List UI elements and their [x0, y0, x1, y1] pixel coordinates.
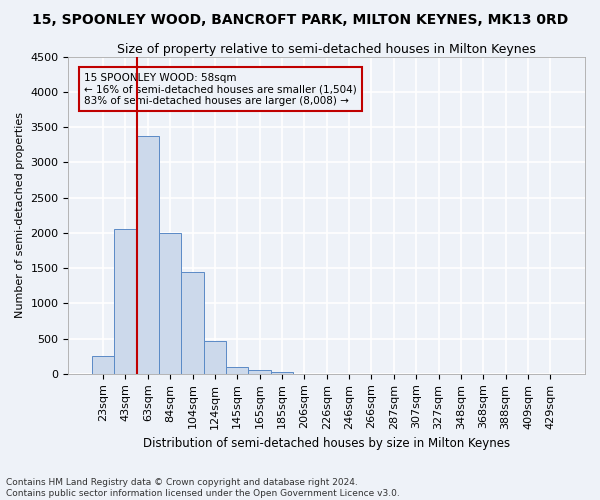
Y-axis label: Number of semi-detached properties: Number of semi-detached properties — [15, 112, 25, 318]
Bar — [181, 272, 204, 374]
Text: Contains HM Land Registry data © Crown copyright and database right 2024.
Contai: Contains HM Land Registry data © Crown c… — [6, 478, 400, 498]
Text: 15, SPOONLEY WOOD, BANCROFT PARK, MILTON KEYNES, MK13 0RD: 15, SPOONLEY WOOD, BANCROFT PARK, MILTON… — [32, 12, 568, 26]
X-axis label: Distribution of semi-detached houses by size in Milton Keynes: Distribution of semi-detached houses by … — [143, 437, 510, 450]
Bar — [271, 372, 293, 374]
Bar — [137, 136, 159, 374]
Bar — [248, 370, 271, 374]
Text: 15 SPOONLEY WOOD: 58sqm
← 16% of semi-detached houses are smaller (1,504)
83% of: 15 SPOONLEY WOOD: 58sqm ← 16% of semi-de… — [84, 72, 356, 106]
Bar — [226, 367, 248, 374]
Title: Size of property relative to semi-detached houses in Milton Keynes: Size of property relative to semi-detach… — [117, 42, 536, 56]
Bar — [114, 230, 137, 374]
Bar — [159, 233, 181, 374]
Bar — [204, 342, 226, 374]
Bar — [92, 356, 114, 374]
